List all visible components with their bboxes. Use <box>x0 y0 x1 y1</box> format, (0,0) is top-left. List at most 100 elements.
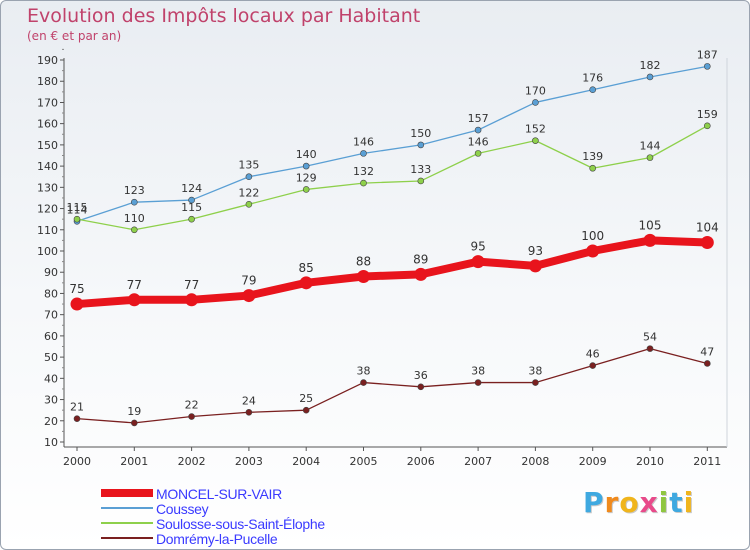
data-label: 38 <box>528 365 542 378</box>
data-label: 115 <box>181 201 202 214</box>
y-tick-label: 190 <box>37 54 58 67</box>
legend-label: Coussey <box>156 501 209 517</box>
chart-title: Evolution des Impôts locaux par Habitant <box>27 5 421 27</box>
data-point <box>70 297 84 311</box>
data-label: 85 <box>299 261 314 275</box>
series-line <box>76 347 708 424</box>
data-point <box>242 289 256 303</box>
y-tick-label: 30 <box>44 394 58 407</box>
y-tick-label: 20 <box>44 415 58 428</box>
data-point <box>360 379 367 386</box>
legend-swatch <box>101 522 153 524</box>
data-label: 38 <box>357 365 371 378</box>
data-point <box>245 201 253 208</box>
x-tick-label: 2008 <box>521 455 549 468</box>
data-label: 157 <box>468 112 489 125</box>
data-point <box>131 198 138 206</box>
data-label: 170 <box>525 84 546 97</box>
legend-swatch <box>101 489 153 497</box>
data-point <box>589 86 597 94</box>
data-point <box>188 413 195 420</box>
data-label: 93 <box>528 244 543 258</box>
series-line <box>76 65 708 222</box>
data-label: 140 <box>296 148 317 161</box>
x-tick-label: 2002 <box>178 455 206 468</box>
data-point <box>643 233 657 247</box>
x-tick-label: 2000 <box>63 455 91 468</box>
data-point <box>188 196 195 204</box>
data-label: 182 <box>640 59 661 72</box>
data-label: 122 <box>238 186 259 199</box>
data-point <box>646 73 654 81</box>
data-point <box>471 255 485 269</box>
data-point <box>474 126 482 134</box>
data-point <box>589 164 597 172</box>
y-tick-label: 180 <box>37 75 58 88</box>
x-tick-label: 2003 <box>235 455 263 468</box>
y-tick-label: 90 <box>44 266 58 279</box>
data-point <box>131 226 138 234</box>
y-tick-label: 100 <box>37 245 58 258</box>
data-label: 89 <box>413 252 428 266</box>
data-label: 77 <box>127 278 142 292</box>
legend-label: Domrémy-la-Pucelle <box>156 531 278 547</box>
x-tick-label: 2004 <box>292 455 320 468</box>
data-point <box>703 360 711 367</box>
data-point <box>532 379 539 386</box>
legend-label: Soulosse-sous-Saint-Élophe <box>156 516 325 532</box>
y-tick-label: 160 <box>37 118 58 131</box>
proxiti-logo: Proxiti <box>583 486 695 519</box>
data-point <box>414 267 428 281</box>
legend-label: MONCEL-SUR-VAIR <box>156 486 282 502</box>
x-tick-label: 2009 <box>579 455 607 468</box>
y-tick-label: 140 <box>37 160 58 173</box>
data-label: 129 <box>296 171 317 184</box>
x-tick-label: 2001 <box>120 455 148 468</box>
data-point <box>131 419 138 427</box>
data-label: 19 <box>127 405 141 418</box>
data-point <box>245 173 253 181</box>
data-point <box>185 293 199 307</box>
data-point <box>357 269 370 283</box>
data-label: 139 <box>582 150 603 163</box>
data-point <box>474 379 482 386</box>
data-label: 124 <box>181 182 202 195</box>
data-label: 132 <box>353 165 374 178</box>
data-label: 77 <box>184 278 199 292</box>
data-point <box>302 406 310 414</box>
data-point <box>700 236 714 250</box>
data-label: 54 <box>643 331 657 344</box>
y-tick-label: 80 <box>44 287 58 300</box>
y-tick-label: 170 <box>37 96 58 109</box>
y-tick-label: 120 <box>37 203 58 216</box>
data-label: 110 <box>124 212 145 225</box>
y-tick-label: 40 <box>44 372 58 385</box>
data-label: 22 <box>185 399 199 412</box>
data-label: 152 <box>525 123 546 136</box>
data-point <box>299 276 313 290</box>
y-tick-label: 70 <box>44 309 58 322</box>
data-point <box>360 150 367 157</box>
y-tick-label: 50 <box>44 351 58 364</box>
data-label: 100 <box>581 229 604 243</box>
x-tick-label: 2005 <box>350 455 378 468</box>
legend-swatch <box>101 537 153 539</box>
data-label: 88 <box>356 254 371 268</box>
data-label: 114 <box>67 203 88 216</box>
data-label: 146 <box>468 135 489 148</box>
x-tick-label: 2007 <box>464 455 492 468</box>
data-label: 187 <box>697 48 718 61</box>
y-tick-label: 10 <box>44 436 58 449</box>
data-point <box>245 408 253 416</box>
data-point <box>127 293 141 307</box>
x-tick-label: 2010 <box>636 455 664 468</box>
data-point <box>646 154 654 161</box>
data-point <box>360 179 367 187</box>
data-label: 159 <box>697 108 718 121</box>
data-label: 75 <box>69 282 84 296</box>
y-tick-label: 150 <box>37 139 58 152</box>
data-label: 144 <box>640 140 661 153</box>
data-point <box>528 259 542 273</box>
